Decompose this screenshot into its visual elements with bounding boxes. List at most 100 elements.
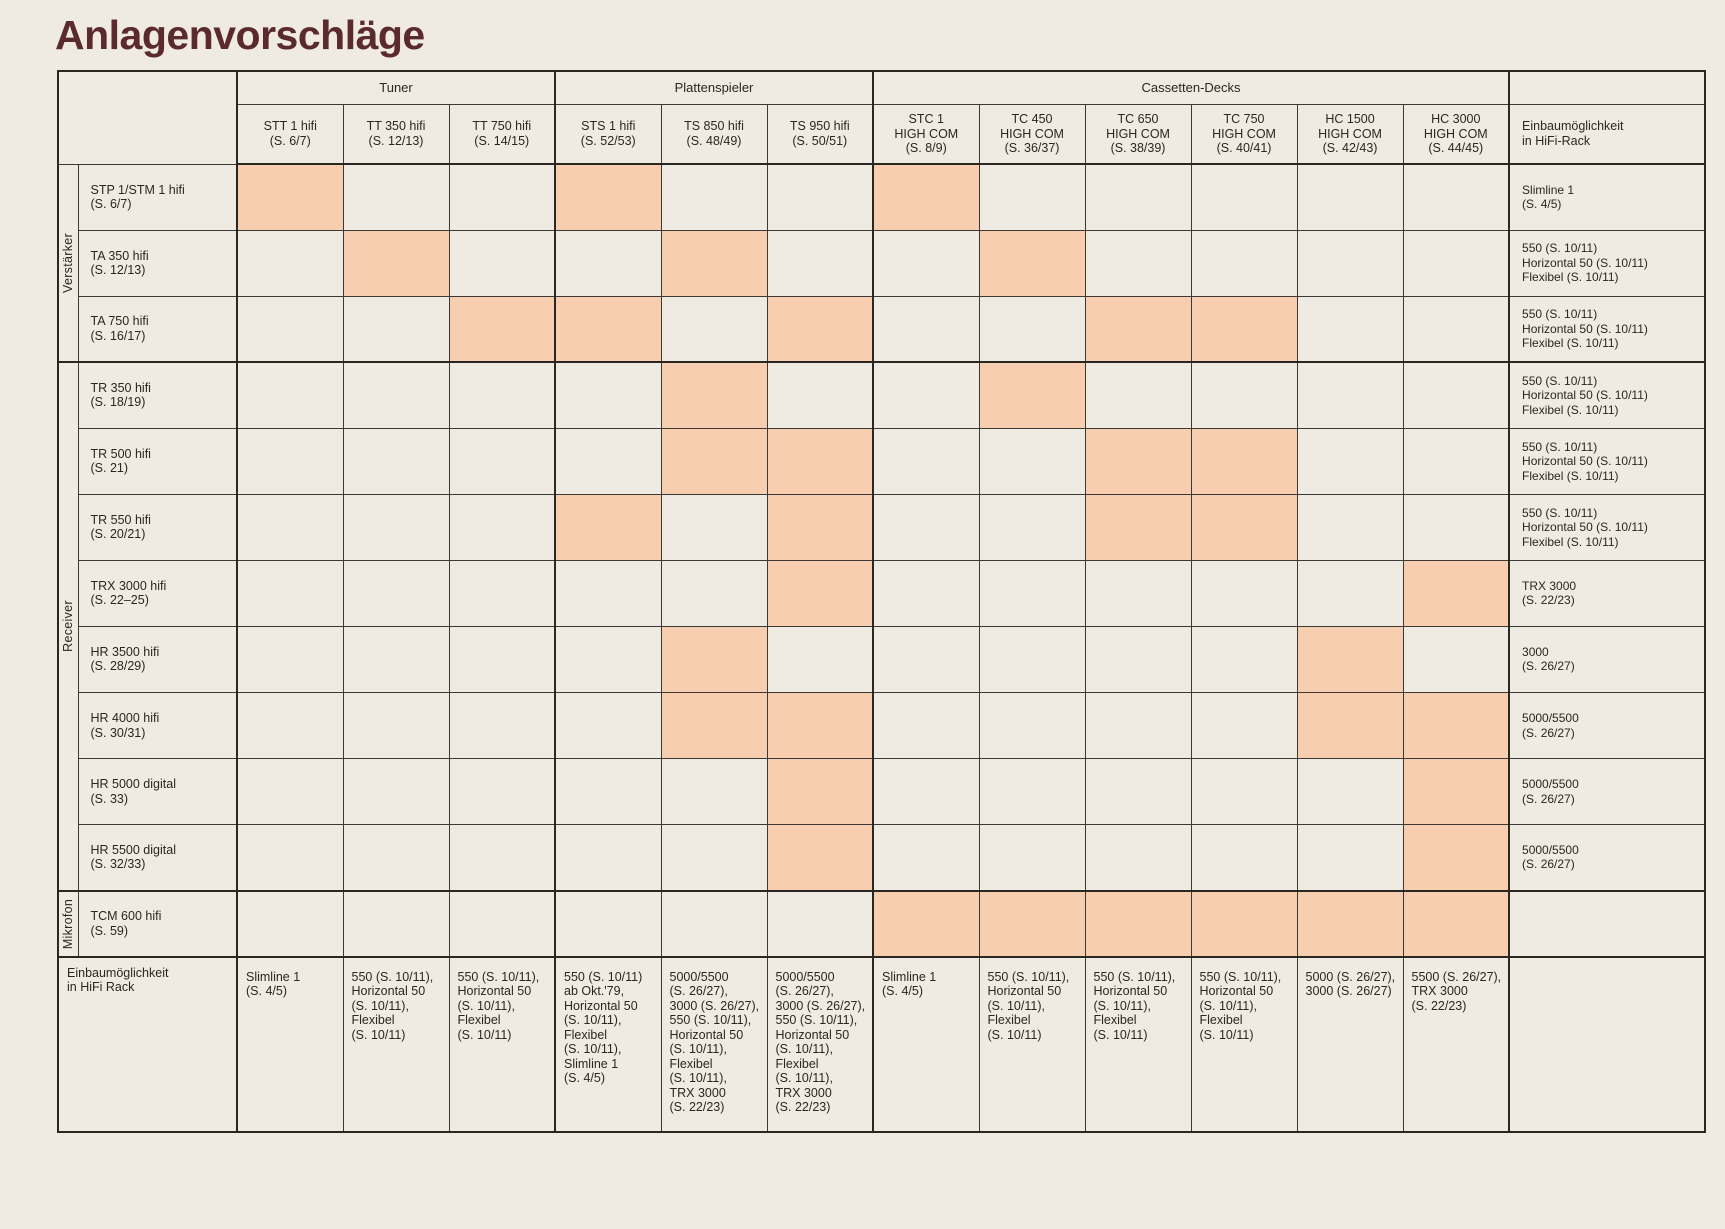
empty-cell [1296, 295, 1404, 364]
row-label-line: TRX 3000 hifi [90, 578, 167, 593]
empty-cell [1190, 361, 1298, 429]
section-label: Receiver [57, 361, 79, 892]
match-cell [1190, 295, 1298, 364]
footer-label: Einbaumöglichkeit in HiFi Rack [57, 955, 238, 1134]
column-header-line: (S. 12/13) [368, 133, 424, 148]
rack-header-line: in HiFi-Rack [1522, 133, 1591, 148]
empty-cell [1190, 559, 1298, 627]
rack-cell-line: 5000/5500 [1522, 711, 1579, 726]
footer-cell-line: 5000 (S. 26/27), [1305, 969, 1396, 984]
empty-cell [1402, 493, 1511, 561]
column-header: TC 650 HIGH COM (S. 38/39) [1084, 103, 1192, 165]
row-label-line: HR 5500 digital [90, 842, 176, 857]
row-label-line: TA 350 hifi [90, 248, 149, 263]
column-header-line: HIGH COM [1000, 126, 1064, 141]
empty-cell [554, 361, 662, 429]
empty-cell [1190, 758, 1298, 826]
empty-cell [660, 889, 768, 958]
empty-cell [1296, 758, 1404, 826]
match-cell [978, 229, 1086, 297]
empty-cell [1296, 163, 1404, 231]
empty-cell [978, 493, 1086, 561]
rack-cell-line: 550 (S. 10/11) [1522, 439, 1598, 454]
footer-cell-line: 550 (S. 10/11) [564, 969, 643, 984]
empty-cell [236, 427, 344, 495]
empty-cell [978, 824, 1086, 892]
match-cell [872, 163, 980, 231]
table-row: TR 500 hifi (S. 21) 550 (S. 10/11) Horizont… [58, 427, 1707, 495]
footer-cell-line: Flexibel [351, 1013, 395, 1028]
column-header-line: HIGH COM [1212, 126, 1276, 141]
row-label: HR 4000 hifi (S. 30/31) [77, 691, 238, 760]
rack-cell-line: 550 (S. 10/11) [1522, 241, 1598, 256]
footer-cell-line: Flexibel [1199, 1013, 1243, 1028]
column-header-line: TS 950 hifi [789, 119, 850, 134]
page-title: Anlagenvorschläge [55, 12, 425, 58]
column-header: TS 950 hifi (S. 50/51) [766, 103, 875, 165]
rack-cell-line: Horizontal 50 (S. 10/11) [1522, 388, 1648, 403]
section-label-text: Receiver [61, 600, 75, 653]
column-header-line: HC 3000 [1431, 112, 1481, 126]
empty-cell [1190, 163, 1298, 231]
footer-cell-line: Flexibel [669, 1056, 713, 1071]
footer-cell: 550 (S. 10/11), Horizontal 50 (S. 10/11), F… [1084, 955, 1192, 1134]
match-cell [1402, 758, 1511, 826]
empty-cell [1402, 361, 1511, 429]
match-cell [1402, 889, 1511, 958]
row-label-line: (S. 33) [90, 791, 129, 806]
footer-cell: 550 (S. 10/11), Horizontal 50 (S. 10/11), F… [978, 955, 1086, 1134]
rack-cell-line: Flexibel (S. 10/11) [1522, 336, 1619, 351]
footer-cell-line: Flexibel [987, 1013, 1031, 1028]
footer-cell: 550 (S. 10/11), Horizontal 50 (S. 10/11), F… [448, 955, 556, 1134]
empty-cell [872, 295, 980, 364]
footer-cell-line: 550 (S. 10/11), [669, 1013, 752, 1028]
row-label-line: TCM 600 hifi [90, 909, 162, 924]
row-label-line: (S. 20/21) [90, 527, 146, 542]
footer-cell-line: 550 (S. 10/11), [775, 1013, 858, 1028]
empty-cell [342, 691, 450, 760]
row-label-line: (S. 30/31) [90, 725, 146, 740]
footer-cell-line: Flexibel [564, 1027, 608, 1042]
match-cell [1296, 625, 1404, 694]
row-label-line: (S. 21) [90, 461, 129, 476]
match-cell [766, 493, 875, 561]
section-label: Verstärker [57, 163, 79, 364]
rack-cell-line: 550 (S. 10/11) [1522, 373, 1598, 388]
empty-cell [1190, 229, 1298, 297]
column-header-line: HC 1500 [1325, 112, 1375, 126]
footer-cell-line: (S. 10/11), [669, 1071, 727, 1086]
match-cell [872, 889, 980, 958]
rack-cell: 550 (S. 10/11) Horizontal 50 (S. 10/11) Fl… [1508, 427, 1707, 495]
empty-cell [660, 163, 768, 231]
rack-cell: 550 (S. 10/11) Horizontal 50 (S. 10/11) Fl… [1508, 295, 1707, 364]
empty-cell [872, 361, 980, 429]
rack-cell: 3000 (S. 26/27) [1508, 625, 1707, 694]
match-cell [660, 229, 768, 297]
footer-cell-line: 5000/5500 [775, 969, 835, 984]
row-label-line: (S. 22–25) [90, 593, 149, 608]
rack-cell-line: Slimline 1 [1522, 182, 1575, 197]
footer-cell-line: Horizontal 50 [987, 984, 1062, 999]
row-label: TR 550 hifi (S. 20/21) [77, 493, 238, 561]
footer-cell-line: Flexibel [457, 1013, 501, 1028]
footer-cell-line: TRX 3000 [1411, 984, 1468, 999]
column-header-line: (S. 42/43) [1322, 141, 1378, 155]
rack-cell-line: (S. 26/27) [1522, 791, 1575, 806]
match-cell [660, 625, 768, 694]
column-header-line: TC 450 [1011, 112, 1053, 126]
match-cell [978, 361, 1086, 429]
empty-cell [872, 824, 980, 892]
empty-cell [766, 625, 875, 694]
match-cell [1402, 691, 1511, 760]
empty-cell [872, 229, 980, 297]
footer-label-line: in HiFi Rack [67, 980, 135, 995]
footer-cell-line: 3000 (S. 26/27), [669, 998, 760, 1013]
column-header-line: (S. 6/7) [269, 133, 311, 148]
rack-cell: Slimline 1 (S. 4/5) [1508, 163, 1707, 231]
footer-cell-line: (S. 10/11), [987, 998, 1045, 1013]
empty-cell [236, 493, 344, 561]
empty-cell [342, 625, 450, 694]
empty-cell [660, 559, 768, 627]
column-header-line: (S. 40/41) [1216, 141, 1272, 155]
footer-cell-line: (S. 10/11) [1199, 1027, 1254, 1042]
